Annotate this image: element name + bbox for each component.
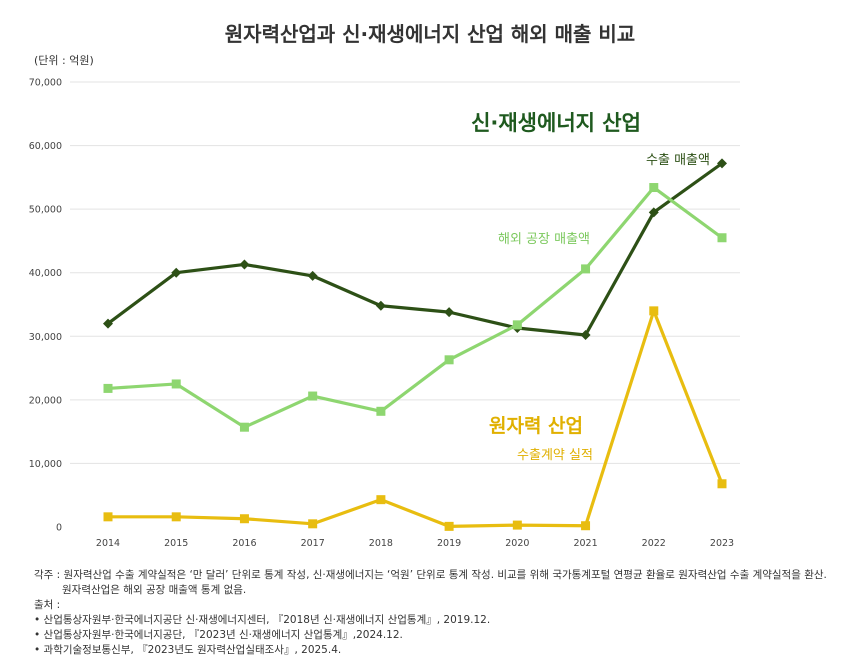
legend-renewable-export: 수출 매출액	[646, 153, 710, 168]
unit-label: (단위 : 억원)	[34, 54, 94, 67]
data-point	[717, 479, 727, 489]
data-point	[239, 259, 250, 270]
x-axis-ticks: 2014 2015 2016 2017 2018 2019 2020 2021 2022 2023	[96, 538, 734, 549]
data-point	[512, 320, 522, 330]
data-point	[103, 512, 113, 522]
y-tick-label: 20,000	[29, 395, 62, 406]
data-point	[103, 383, 113, 393]
x-tick-label: 2015	[164, 538, 188, 549]
data-point	[512, 520, 522, 530]
chart-title: 원자력산업과 신·재생에너지 산업 해외 매출 비교	[224, 22, 636, 46]
y-tick-label: 40,000	[29, 268, 62, 279]
data-point	[444, 307, 455, 318]
data-point	[717, 158, 727, 169]
legend-nuclear-export: 수출계약 실적	[517, 448, 593, 463]
series-line-1	[107, 185, 723, 429]
x-tick-label: 2023	[710, 538, 734, 549]
data-point	[308, 391, 318, 401]
data-point	[717, 233, 727, 243]
data-point	[444, 521, 454, 531]
y-axis-ticks: 0 10,000 20,000 30,000 40,000 50,000 60,000 70,…	[29, 78, 62, 534]
data-point	[649, 183, 659, 193]
source-item: • 산업통상자원부·한국에너지공단, 『2023년 신·재생에너지 산업통계』,…	[34, 629, 403, 641]
data-point	[171, 512, 181, 522]
series-line-0	[107, 162, 723, 337]
y-tick-label: 70,000	[29, 78, 62, 89]
data-point	[648, 207, 659, 218]
y-tick-label: 50,000	[29, 205, 62, 216]
x-tick-label: 2016	[232, 538, 256, 549]
footnote-line-1: 각주 : 원자력산업 수출 계약실적은 ‘만 달러’ 단위로 통계 작성, 신·…	[34, 569, 827, 581]
data-point	[307, 270, 318, 281]
x-tick-label: 2022	[642, 538, 666, 549]
x-tick-label: 2019	[437, 538, 461, 549]
data-point	[649, 306, 659, 316]
annotation-nuclear-group: 원자력 산업	[489, 415, 583, 437]
series-markers	[103, 158, 727, 531]
x-tick-label: 2020	[505, 538, 529, 549]
x-tick-label: 2021	[573, 538, 597, 549]
y-tick-label: 60,000	[29, 141, 62, 152]
data-point	[308, 519, 318, 529]
line-chart: 0 10,000 20,000 30,000 40,000 50,000 60,000 70,…	[29, 78, 740, 549]
data-point	[581, 264, 591, 274]
data-point	[581, 521, 591, 531]
x-tick-label: 2018	[369, 538, 393, 549]
data-point	[580, 330, 591, 341]
footnote-line-2: 원자력산업은 해외 공장 매출액 통계 없음.	[62, 584, 247, 596]
source-label: 출처 :	[34, 599, 61, 611]
data-point	[375, 300, 386, 311]
source-item: • 과학기술정보통신부, 『2023년도 원자력산업실태조사』, 2025.4.	[34, 644, 342, 656]
y-tick-label: 0	[56, 523, 62, 534]
footnotes: 각주 : 원자력산업 수출 계약실적은 ‘만 달러’ 단위로 통계 작성, 신·…	[34, 568, 844, 658]
y-tick-label: 10,000	[29, 459, 62, 470]
data-point	[239, 422, 249, 432]
data-point	[171, 267, 182, 278]
series-line-2	[108, 309, 724, 528]
data-point	[444, 355, 454, 365]
data-point	[171, 379, 181, 389]
data-point	[376, 495, 386, 505]
x-tick-label: 2014	[96, 538, 120, 549]
series-lines	[107, 162, 724, 528]
y-tick-label: 30,000	[29, 332, 62, 343]
data-point	[103, 318, 113, 329]
x-tick-label: 2017	[301, 538, 325, 549]
source-item: • 산업통상자원부·한국에너지공단 신·재생에너지센터, 『2018년 신·재생…	[34, 614, 491, 626]
annotation-renewable-group: 신·재생에너지 산업	[471, 111, 641, 135]
data-point	[376, 406, 386, 416]
legend-renewable-overseas: 해외 공장 매출액	[498, 232, 590, 247]
gridlines	[70, 81, 740, 464]
data-point	[239, 514, 249, 524]
